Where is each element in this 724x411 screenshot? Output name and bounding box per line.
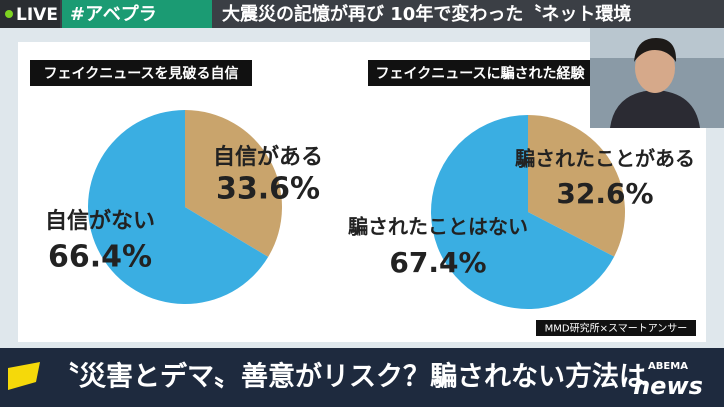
slice-value-label: 67.4% [389,246,486,279]
pie-slice [87,109,269,304]
person-head [635,43,675,93]
source: MMD研究所×スマートアンサー [545,322,688,335]
brand-bottom: news [633,372,703,400]
pie-slice [430,115,615,309]
slice-value-label: 66.4% [48,240,152,275]
slice-label: 騙されたことがある [515,147,695,171]
live-label: LIVE [16,5,58,25]
caption: 〝災害とデマ〟善意がリスク？騙されない方法は [52,361,646,393]
tag-box [62,0,212,28]
brand-top: ABEMA [648,361,688,372]
slice-label: 騙されたことはない [348,215,528,239]
chart-title-box [368,60,592,86]
flag-icon [8,362,40,390]
slice-label: 自信がある [213,144,323,170]
chart-title: フェイクニュースに騙された経験 [375,65,585,82]
chart-title-box [30,60,252,86]
slice-value-label: 33.6% [216,172,320,207]
pie-slice [528,115,625,257]
slice-value-label: 32.6% [556,177,653,210]
slice-label: 自信がない [45,208,155,234]
person-hair [634,38,677,62]
live-dot [5,10,13,18]
tag: #アベプラ [70,3,157,25]
person-body [610,90,700,128]
headline: 大震災の記憶が再び 10年で変わった〝ネット環境 [222,3,631,25]
pie-slice [185,110,282,257]
chart-title: フェイクニュースを見破る自信 [43,65,238,82]
source-box [536,320,696,336]
bottom-bar [0,348,724,407]
